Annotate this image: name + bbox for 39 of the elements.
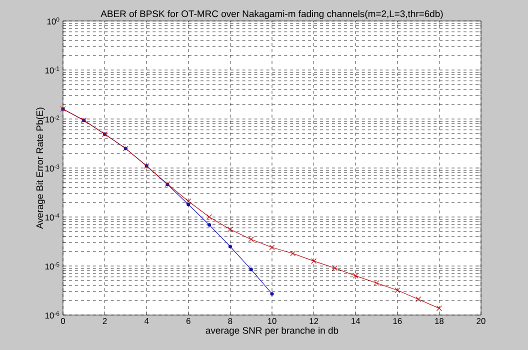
y-tick-label: 10$^{-2}$ [45,115,60,123]
y-tick-label: 10$^{0}$ [47,17,60,25]
x-tick-label: 0 [60,318,66,324]
point [186,198,192,204]
y-tick-label: 10$^{-6}$ [45,311,60,319]
y-tick-label: 10$^{-4}$ [45,214,60,220]
x-tick-label: 8 [228,318,232,324]
point [269,244,275,250]
chart-title: ABER of BPSK for OT-MRC over Nakagami-m fading channels(m=2,L=3,thr=6db) [100,10,443,20]
x-tick-label: 10 [268,318,276,324]
point [416,296,422,302]
point [374,280,380,286]
point [311,258,317,264]
point [270,292,274,296]
point [208,223,212,227]
x-tick-label: 2 [102,318,107,324]
x-tick-label: 12 [310,318,318,324]
y-tick-label: 10$^{-3}$ [45,164,60,172]
point [186,202,190,206]
y-axis-title: Average Bit Error Rate Pb(E) [36,108,45,229]
point [228,244,232,248]
x-tick-label: 18 [435,318,444,324]
x-tick-label: 14 [352,318,360,324]
x-tick-label: 16 [393,318,402,324]
point [227,226,233,232]
x-axis-title: average SNR per branche in db [206,326,338,336]
point [206,214,212,220]
point [436,306,442,312]
y-tick-label: 10$^{-1}$ [45,66,60,74]
y-tick-label: 10$^{-5}$ [45,262,60,270]
point [248,236,254,242]
point [249,268,253,272]
x-tick-label: 4 [144,318,149,324]
point [352,273,358,279]
point [290,250,296,256]
point [394,287,400,294]
x-tick-label: 20 [476,318,486,324]
point [332,265,338,271]
x-tick-label: 6 [186,318,190,324]
